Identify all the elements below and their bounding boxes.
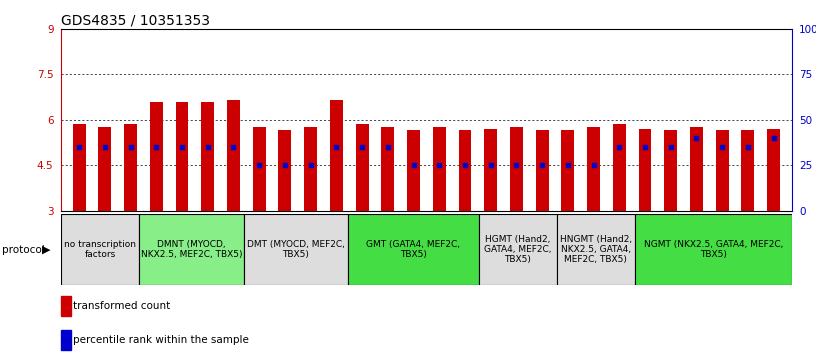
Text: ▶: ▶ [42,245,51,254]
Bar [664,130,677,211]
Point [202,144,215,150]
Text: NGMT (NKX2.5, GATA4, MEF2C,
TBX5): NGMT (NKX2.5, GATA4, MEF2C, TBX5) [644,240,783,259]
Point [278,162,291,168]
Bar [175,102,188,211]
Point [664,144,677,150]
Bar [278,130,291,211]
Bar [635,214,792,285]
Point [432,162,446,168]
Point [767,135,780,141]
Point [99,144,112,150]
Bar [244,214,348,285]
Point [304,162,317,168]
Text: HGMT (Hand2,
GATA4, MEF2C,
TBX5): HGMT (Hand2, GATA4, MEF2C, TBX5) [484,234,552,265]
Bar [356,125,369,211]
Bar [432,127,446,211]
Bar [716,130,729,211]
Bar [73,125,86,211]
Text: HNGMT (Hand2,
NKX2.5, GATA4,
MEF2C, TBX5): HNGMT (Hand2, NKX2.5, GATA4, MEF2C, TBX5… [560,234,632,265]
Point [227,144,240,150]
Point [716,144,729,150]
Bar [304,127,317,211]
Bar [638,129,651,211]
Text: GDS4835 / 10351353: GDS4835 / 10351353 [61,14,211,28]
Bar [253,127,266,211]
Point [356,144,369,150]
Bar [459,130,472,211]
Bar [227,100,240,211]
Bar [742,130,754,211]
Bar [407,130,420,211]
Point [535,162,548,168]
Point [690,135,703,141]
Point [150,144,163,150]
Point [613,144,626,150]
Text: DMT (MYOCD, MEF2C,
TBX5): DMT (MYOCD, MEF2C, TBX5) [247,240,345,259]
Text: GMT (GATA4, MEF2C,
TBX5): GMT (GATA4, MEF2C, TBX5) [366,240,460,259]
Bar [478,214,557,285]
Bar [587,127,600,211]
Bar [348,214,478,285]
Bar [61,214,140,285]
Bar [535,130,548,211]
Bar [767,129,780,211]
Text: no transcription
factors: no transcription factors [64,240,136,259]
Bar [99,127,111,211]
Point [253,162,266,168]
Point [407,162,420,168]
Point [484,162,497,168]
Bar [150,102,162,211]
Point [741,144,754,150]
Point [73,144,86,150]
Bar [561,130,574,211]
Bar [484,129,497,211]
Bar [381,127,394,211]
Bar [613,125,626,211]
Point [459,162,472,168]
Bar [690,127,703,211]
Text: percentile rank within the sample: percentile rank within the sample [73,335,250,346]
Bar [557,214,635,285]
Bar [140,214,244,285]
Point [587,162,600,168]
Bar [124,125,137,211]
Text: transformed count: transformed count [73,301,171,311]
Point [510,162,523,168]
Bar [202,102,215,211]
Point [381,144,394,150]
Bar [510,127,523,211]
Point [638,144,651,150]
Bar [330,100,343,211]
Text: protocol: protocol [2,245,44,254]
Point [561,162,574,168]
Text: DMNT (MYOCD,
NKX2.5, MEF2C, TBX5): DMNT (MYOCD, NKX2.5, MEF2C, TBX5) [141,240,242,259]
Point [124,144,137,150]
Point [175,144,188,150]
Point [330,144,343,150]
